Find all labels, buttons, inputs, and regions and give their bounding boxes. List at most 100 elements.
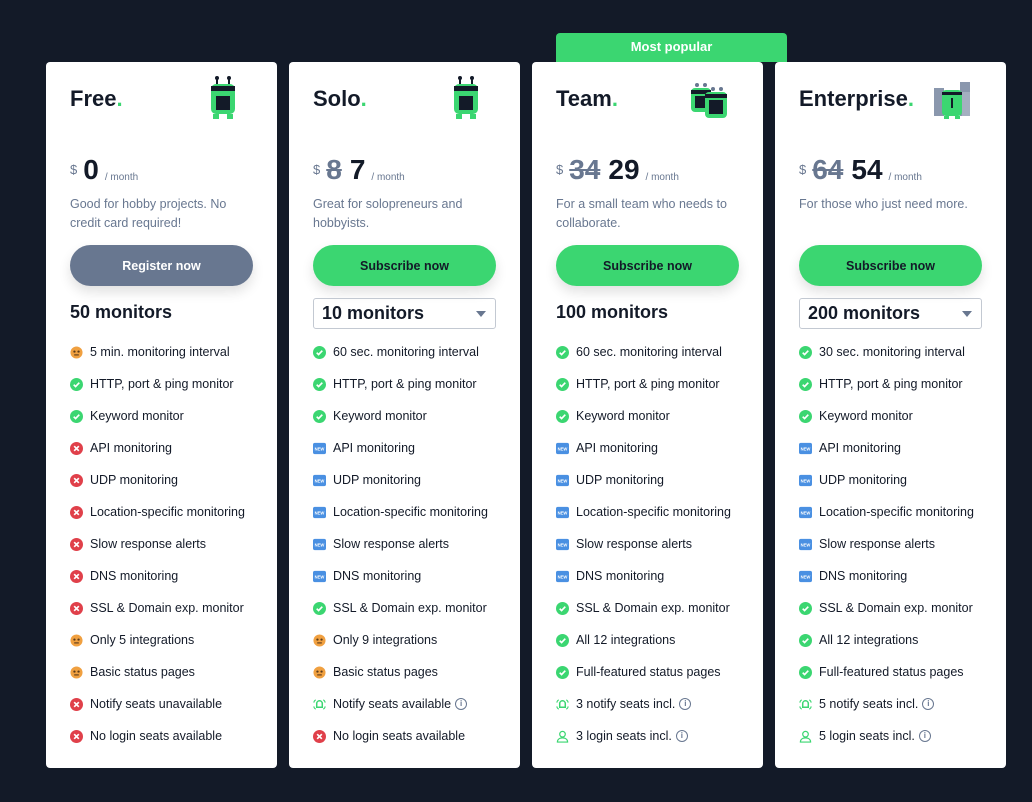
- feature-label: UDP monitoring: [90, 473, 179, 487]
- feature-label: Slow response alerts: [819, 537, 936, 551]
- feature-item: NEW DNS monitoring: [556, 560, 731, 592]
- plan-price: $64 54 / month: [799, 154, 922, 186]
- feature-item: DNS monitoring: [70, 560, 245, 592]
- feature-label: Notify seats unavailable: [90, 697, 223, 711]
- user-icon: [799, 730, 812, 743]
- price-period: / month: [371, 172, 405, 183]
- check-icon: [70, 409, 83, 423]
- feature-label: SSL & Domain exp. monitor: [333, 601, 487, 615]
- monitors-select[interactable]: 10 monitors: [313, 298, 496, 329]
- price-period: / month: [645, 172, 679, 183]
- new-icon: NEW: [799, 474, 812, 487]
- info-icon[interactable]: i: [922, 698, 935, 710]
- feature-item: 5 login seats incl. i: [799, 720, 974, 752]
- feature-label: Basic status pages: [90, 665, 195, 679]
- title-dot: .: [907, 86, 914, 111]
- current-price: 29: [608, 154, 640, 185]
- feature-item: Only 5 integrations: [70, 624, 245, 656]
- feature-label: API monitoring: [819, 441, 901, 455]
- feature-label: Location-specific monitoring: [90, 505, 245, 519]
- check-icon: [799, 345, 812, 359]
- info-icon[interactable]: i: [675, 730, 688, 742]
- old-price: 64: [812, 154, 844, 185]
- monitors-select-value: 10 monitors: [322, 303, 425, 323]
- info-icon[interactable]: i: [455, 698, 468, 710]
- most-popular-badge: Most popular: [556, 33, 787, 62]
- feature-item: NEW Location-specific monitoring: [799, 496, 974, 528]
- currency-symbol: $: [313, 162, 321, 177]
- check-icon: [556, 345, 569, 359]
- svg-text:NEW: NEW: [315, 478, 325, 483]
- feature-label: Basic status pages: [333, 665, 438, 679]
- plan-name: Enterprise: [799, 86, 908, 111]
- bell-icon: [313, 698, 326, 711]
- feature-label: Location-specific monitoring: [819, 505, 974, 519]
- feature-item: 3 login seats incl. i: [556, 720, 731, 752]
- monitors-select[interactable]: 200 monitors: [799, 298, 982, 329]
- feature-label: API monitoring: [90, 441, 172, 455]
- meh-face-icon: [70, 633, 83, 647]
- feature-label: HTTP, port & ping monitor: [819, 377, 963, 391]
- feature-label: Slow response alerts: [333, 537, 450, 551]
- robot-mascot-icon: [689, 76, 729, 120]
- feature-item: HTTP, port & ping monitor: [556, 368, 731, 400]
- feature-item: NEW API monitoring: [313, 432, 488, 464]
- info-icon[interactable]: i: [679, 698, 692, 710]
- cross-icon: [70, 601, 83, 615]
- plan-name: Team: [556, 86, 612, 111]
- feature-item: SSL & Domain exp. monitor: [70, 592, 245, 624]
- feature-label: 5 login seats incl.: [819, 729, 915, 743]
- feature-item: SSL & Domain exp. monitor: [313, 592, 488, 624]
- check-icon: [313, 601, 326, 615]
- feature-label: API monitoring: [333, 441, 415, 455]
- new-icon: NEW: [799, 538, 812, 551]
- feature-item: NEW Location-specific monitoring: [313, 496, 488, 528]
- svg-text:NEW: NEW: [558, 446, 568, 451]
- monitors-count: 50 monitors: [70, 302, 173, 322]
- feature-item: Notify seats unavailable: [70, 688, 245, 720]
- subscribe-now-button[interactable]: Subscribe now: [799, 245, 982, 286]
- new-icon: NEW: [556, 570, 569, 583]
- currency-symbol: $: [556, 162, 564, 177]
- feature-item: NEW DNS monitoring: [799, 560, 974, 592]
- plan-title: Solo.: [313, 86, 367, 112]
- feature-item: NEW UDP monitoring: [556, 464, 731, 496]
- cross-icon: [70, 729, 83, 743]
- title-dot: .: [116, 86, 123, 111]
- feature-item: HTTP, port & ping monitor: [799, 368, 974, 400]
- feature-item: UDP monitoring: [70, 464, 245, 496]
- feature-item: 5 min. monitoring interval: [70, 336, 245, 368]
- new-icon: NEW: [556, 506, 569, 519]
- feature-item: Keyword monitor: [313, 400, 488, 432]
- plan-name: Solo: [313, 86, 361, 111]
- svg-text:NEW: NEW: [801, 510, 811, 515]
- plan-card-solo: Solo. $8 7 / month Great for solopreneurs an…: [289, 62, 520, 768]
- feature-list: 60 sec. monitoring interval HTTP, port & …: [556, 336, 731, 752]
- svg-text:NEW: NEW: [801, 478, 811, 483]
- plan-price: $34 29 / month: [556, 154, 679, 186]
- plan-card-enterprise: Enterprise. $64 54 / month For those who jus…: [775, 62, 1006, 768]
- check-icon: [556, 601, 569, 615]
- feature-item: Keyword monitor: [556, 400, 731, 432]
- check-icon: [799, 601, 812, 615]
- meh-face-icon: [313, 665, 326, 679]
- chevron-down-icon: [962, 311, 972, 317]
- svg-text:NEW: NEW: [801, 542, 811, 547]
- check-icon: [556, 633, 569, 647]
- cross-icon: [70, 569, 83, 583]
- chevron-down-icon: [476, 311, 486, 317]
- feature-label: 3 login seats incl.: [576, 729, 672, 743]
- check-icon: [799, 665, 812, 679]
- plan-price: $8 7 / month: [313, 154, 405, 186]
- robot-mascot-icon: [203, 76, 243, 120]
- subscribe-now-button[interactable]: Subscribe now: [556, 245, 739, 286]
- register-now-button[interactable]: Register now: [70, 245, 253, 286]
- feature-label: 5 min. monitoring interval: [90, 345, 230, 359]
- info-icon[interactable]: i: [918, 730, 931, 742]
- feature-item: SSL & Domain exp. monitor: [556, 592, 731, 624]
- price-period: / month: [104, 172, 139, 183]
- svg-text:NEW: NEW: [315, 446, 325, 451]
- plan-description: Great for solopreneurs and hobbyists.: [313, 197, 463, 230]
- subscribe-now-button[interactable]: Subscribe now: [313, 245, 496, 286]
- feature-label: SSL & Domain exp. monitor: [576, 601, 730, 615]
